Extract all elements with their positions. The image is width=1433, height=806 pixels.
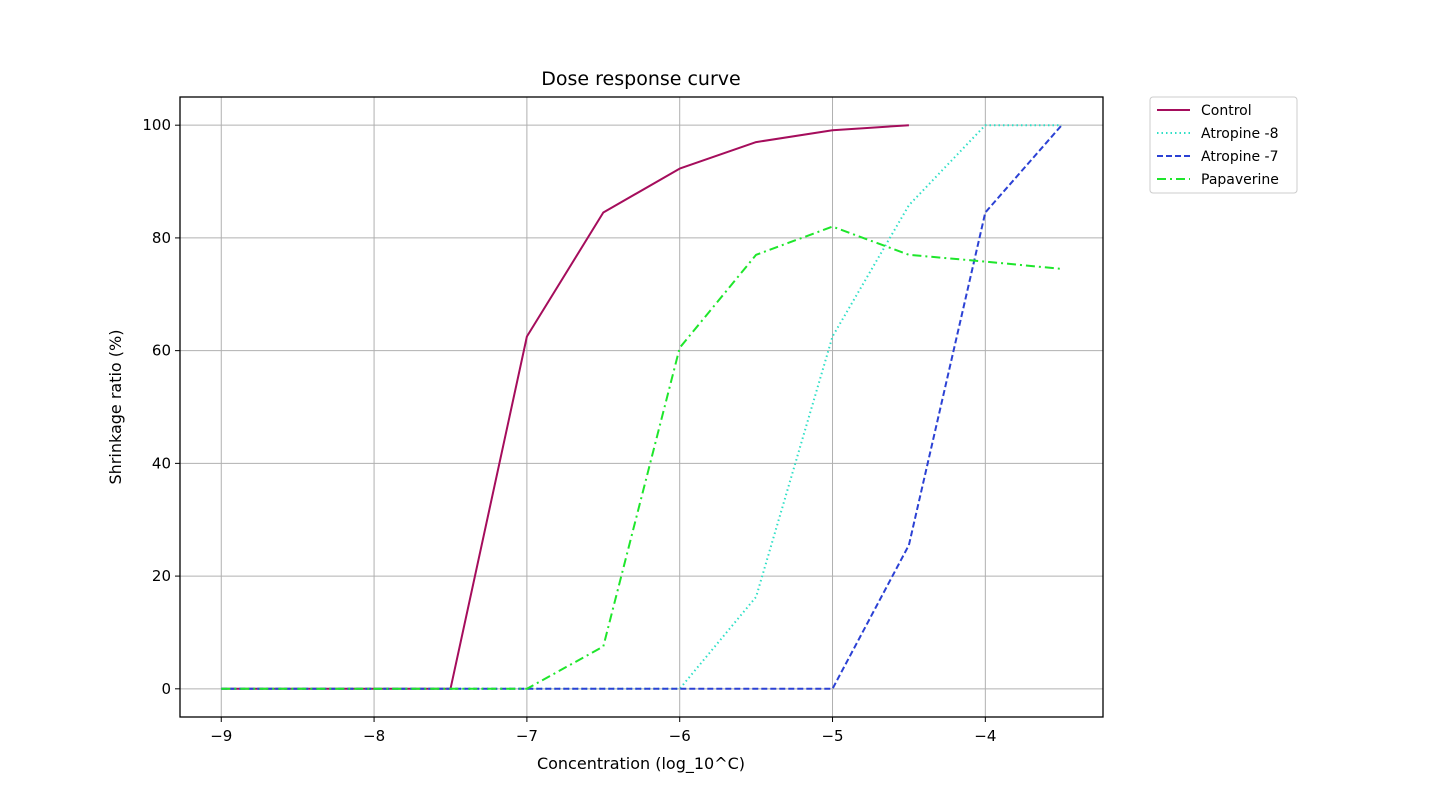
y-axis-ticks: 0 20 40 60 80 100	[142, 116, 180, 698]
x-tick-label: −5	[821, 727, 843, 745]
plot-lines	[221, 124, 1063, 690]
y-tick-label: 60	[152, 342, 171, 360]
x-axis-label: Concentration (log_10^C)	[537, 754, 745, 774]
y-tick-label: 80	[152, 229, 171, 247]
legend-label-control: Control	[1201, 103, 1252, 119]
y-tick-label: 100	[142, 116, 171, 134]
chart-title: Dose response curve	[541, 68, 740, 90]
y-tick-label: 0	[161, 680, 171, 698]
legend-label-papaverine: Papaverine	[1201, 172, 1279, 188]
grid	[180, 97, 1103, 717]
plot-frame	[179, 96, 1104, 718]
legend: Control Atropine -8 Atropine -7 Papaverine	[1149, 96, 1298, 194]
legend-label-atropine-8: Atropine -8	[1201, 126, 1279, 142]
x-tick-label: −6	[669, 727, 691, 745]
legend-label-atropine-7: Atropine -7	[1201, 149, 1279, 165]
series-line-papaverine	[221, 225, 1062, 690]
x-tick-label: −8	[363, 727, 385, 745]
x-axis-ticks: −9 −8 −7 −6 −5 −4	[210, 717, 996, 745]
y-tick-label: 40	[152, 454, 171, 472]
y-tick-label: 20	[152, 567, 171, 585]
y-axis-label: Shrinkage ratio (%)	[106, 330, 125, 485]
legend-box	[1149, 96, 1298, 194]
x-tick-label: −9	[210, 727, 232, 745]
x-tick-label: −7	[516, 727, 538, 745]
x-tick-label: −4	[974, 727, 996, 745]
